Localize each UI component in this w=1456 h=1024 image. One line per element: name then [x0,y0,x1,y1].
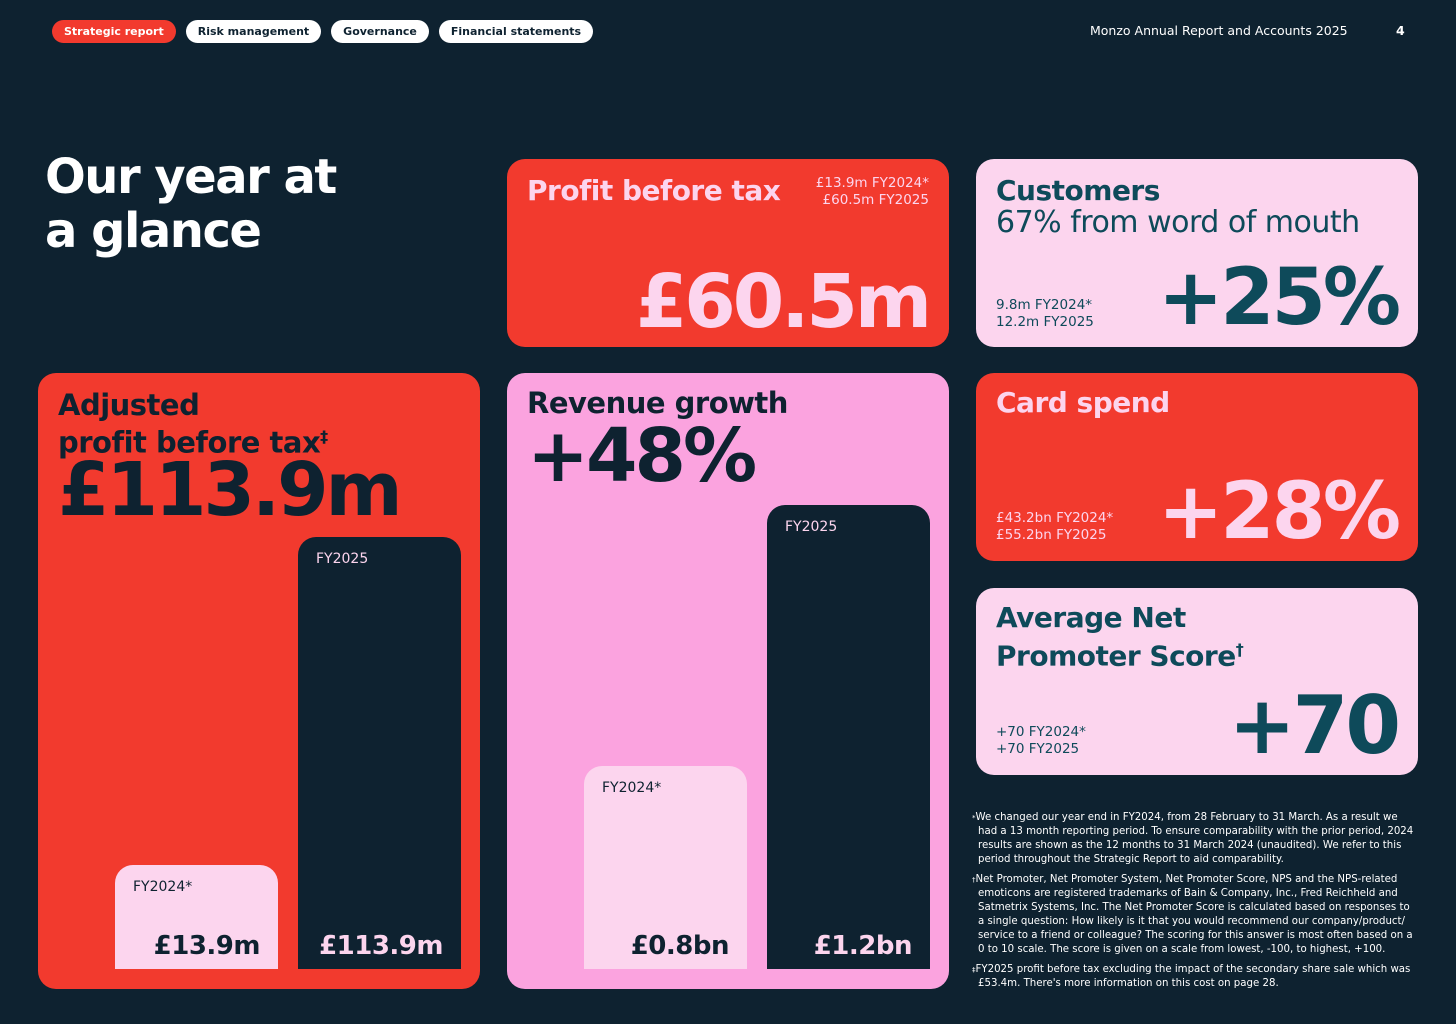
dagger-mark: † [1235,640,1244,659]
nps-title-text: Promoter Score [996,639,1236,673]
nps-title-line-1: Average Net [996,601,1186,634]
customers-comparison: 9.8m FY2024* 12.2m FY2025 [996,297,1094,331]
tab-strategic-report[interactable]: Strategic report [52,20,176,43]
profit-before-tax-comparison: £13.9m FY2024* £60.5m FY2025 [816,175,929,209]
bar-revenue-fy2025-value: £1.2bn [813,931,913,961]
footnote-mark: † [972,876,976,884]
profit-before-tax-card: Profit before tax £13.9m FY2024* £60.5m … [507,159,949,347]
customers-card: Customers 67% from word of mouth 9.8m FY… [976,159,1418,347]
tab-financial-statements[interactable]: Financial statements [438,20,594,43]
card-spend-title: Card spend [996,386,1170,419]
card-spend-fy2024: £43.2bn FY2024* [996,510,1114,526]
double-dagger-mark: ‡ [320,427,328,446]
revenue-growth-card: Revenue growth +48% FY2024* £0.8bn FY202… [507,373,949,989]
bar-adjusted-fy2025: FY2025 £113.9m [298,537,461,969]
bar-adjusted-fy2025-label: FY2025 [316,551,369,567]
adjusted-profit-value: £113.9m [58,447,403,533]
footnote-mark: ‡ [972,966,976,974]
nps-comparison: +70 FY2024* +70 FY2025 [996,724,1086,758]
footnote-text: We changed our year end in FY2024, from … [975,812,1414,865]
adjusted-profit-card: Adjusted profit before tax‡ £113.9m FY20… [38,373,480,989]
customers-subtitle: 67% from word of mouth [996,205,1360,240]
footnote-text: Net Promoter, Net Promoter System, Net P… [975,874,1413,955]
footnote-year-end: *We changed our year end in FY2024, from… [972,811,1418,867]
card-spend-fy2025: £55.2bn FY2025 [996,527,1107,543]
footnote-text: FY2025 profit before tax excluding the i… [975,964,1411,989]
adjusted-profit-title: Adjusted profit before tax‡ [58,389,328,459]
adjusted-profit-title-text: profit before tax [58,425,321,460]
footnote-mark: * [972,814,976,822]
footnotes: *We changed our year end in FY2024, from… [972,811,1418,997]
footnote-adjusted-profit: ‡FY2025 profit before tax excluding the … [972,963,1418,991]
card-spend-comparison: £43.2bn FY2024* £55.2bn FY2025 [996,510,1113,544]
nps-value: +70 [1228,679,1401,772]
bar-revenue-fy2024: FY2024* £0.8bn [584,766,747,969]
nps-title: Average Net Promoter Score† [996,601,1244,673]
nps-fy2024: +70 FY2024* [996,724,1086,740]
bar-adjusted-fy2025-value: £113.9m [319,931,443,961]
bar-revenue-fy2024-value: £0.8bn [630,931,730,961]
footnote-nps: †Net Promoter, Net Promoter System, Net … [972,873,1418,957]
revenue-growth-value: +48% [527,413,757,499]
adjusted-profit-title-line-2: profit before tax‡ [58,421,328,459]
nps-card: Average Net Promoter Score† +70 FY2024* … [976,588,1418,775]
tab-risk-management[interactable]: Risk management [185,20,322,43]
profit-before-tax-title: Profit before tax [527,174,781,207]
adjusted-profit-title-line-1: Adjusted [58,388,200,422]
customers-fy2025: 12.2m FY2025 [996,314,1094,330]
page-title-line-1: Our year at [45,149,337,205]
document-title: Monzo Annual Report and Accounts 2025 [1090,23,1348,38]
bar-revenue-fy2024-label: FY2024* [602,780,662,796]
page-title-line-2: a glance [45,203,262,259]
customers-fy2024: 9.8m FY2024* [996,297,1093,313]
bar-adjusted-fy2024-value: £13.9m [153,931,261,961]
nps-title-line-2: Promoter Score† [996,634,1244,673]
bar-adjusted-fy2024: FY2024* £13.9m [115,865,278,969]
bar-adjusted-fy2024-label: FY2024* [133,879,193,895]
bar-revenue-fy2025: FY2025 £1.2bn [767,505,930,969]
customers-title: Customers [996,174,1160,207]
profit-before-tax-value: £60.5m [635,259,932,345]
customers-value: +25% [1157,253,1401,343]
profit-before-tax-fy2024: £13.9m FY2024* [815,175,929,191]
card-spend-value: +28% [1157,467,1401,557]
page-title: Our year at a glance [45,149,337,259]
profit-before-tax-fy2025: £60.5m FY2025 [822,192,929,208]
page-number: 4 [1396,23,1405,38]
section-nav: Strategic report Risk management Governa… [52,20,594,43]
card-spend-card: Card spend £43.2bn FY2024* £55.2bn FY202… [976,373,1418,561]
nps-fy2025: +70 FY2025 [996,741,1080,757]
bar-revenue-fy2025-label: FY2025 [785,519,838,535]
revenue-growth-title: Revenue growth [527,386,788,420]
tab-governance[interactable]: Governance [331,20,429,43]
